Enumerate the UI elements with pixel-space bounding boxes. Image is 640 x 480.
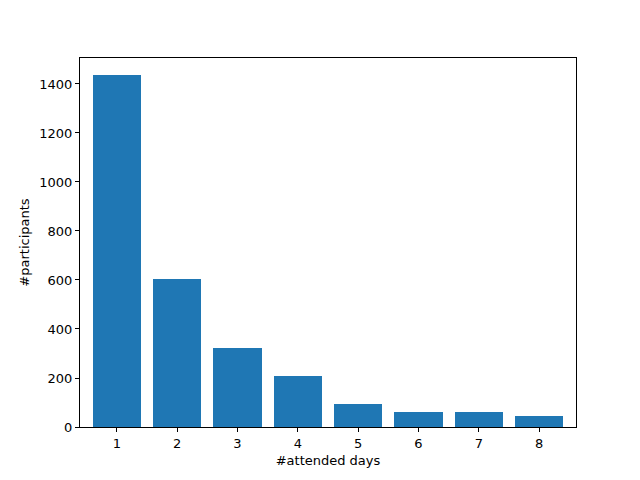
svg-text:6: 6 xyxy=(414,436,422,451)
svg-text:7: 7 xyxy=(475,436,483,451)
svg-text:400: 400 xyxy=(48,322,73,337)
svg-text:1200: 1200 xyxy=(39,126,72,141)
svg-text:1000: 1000 xyxy=(39,175,72,190)
svg-text:3: 3 xyxy=(233,436,241,451)
svg-text:4: 4 xyxy=(294,436,302,451)
svg-text:0: 0 xyxy=(64,420,72,435)
svg-text:5: 5 xyxy=(354,436,362,451)
svg-text:1400: 1400 xyxy=(39,77,72,92)
svg-text:1: 1 xyxy=(113,436,121,451)
svg-text:#attended days: #attended days xyxy=(276,453,381,468)
svg-text:8: 8 xyxy=(535,436,543,451)
svg-text:#participants: #participants xyxy=(17,198,32,286)
svg-text:800: 800 xyxy=(48,224,73,239)
svg-text:600: 600 xyxy=(48,273,73,288)
svg-text:200: 200 xyxy=(48,371,73,386)
svg-text:2: 2 xyxy=(173,436,181,451)
